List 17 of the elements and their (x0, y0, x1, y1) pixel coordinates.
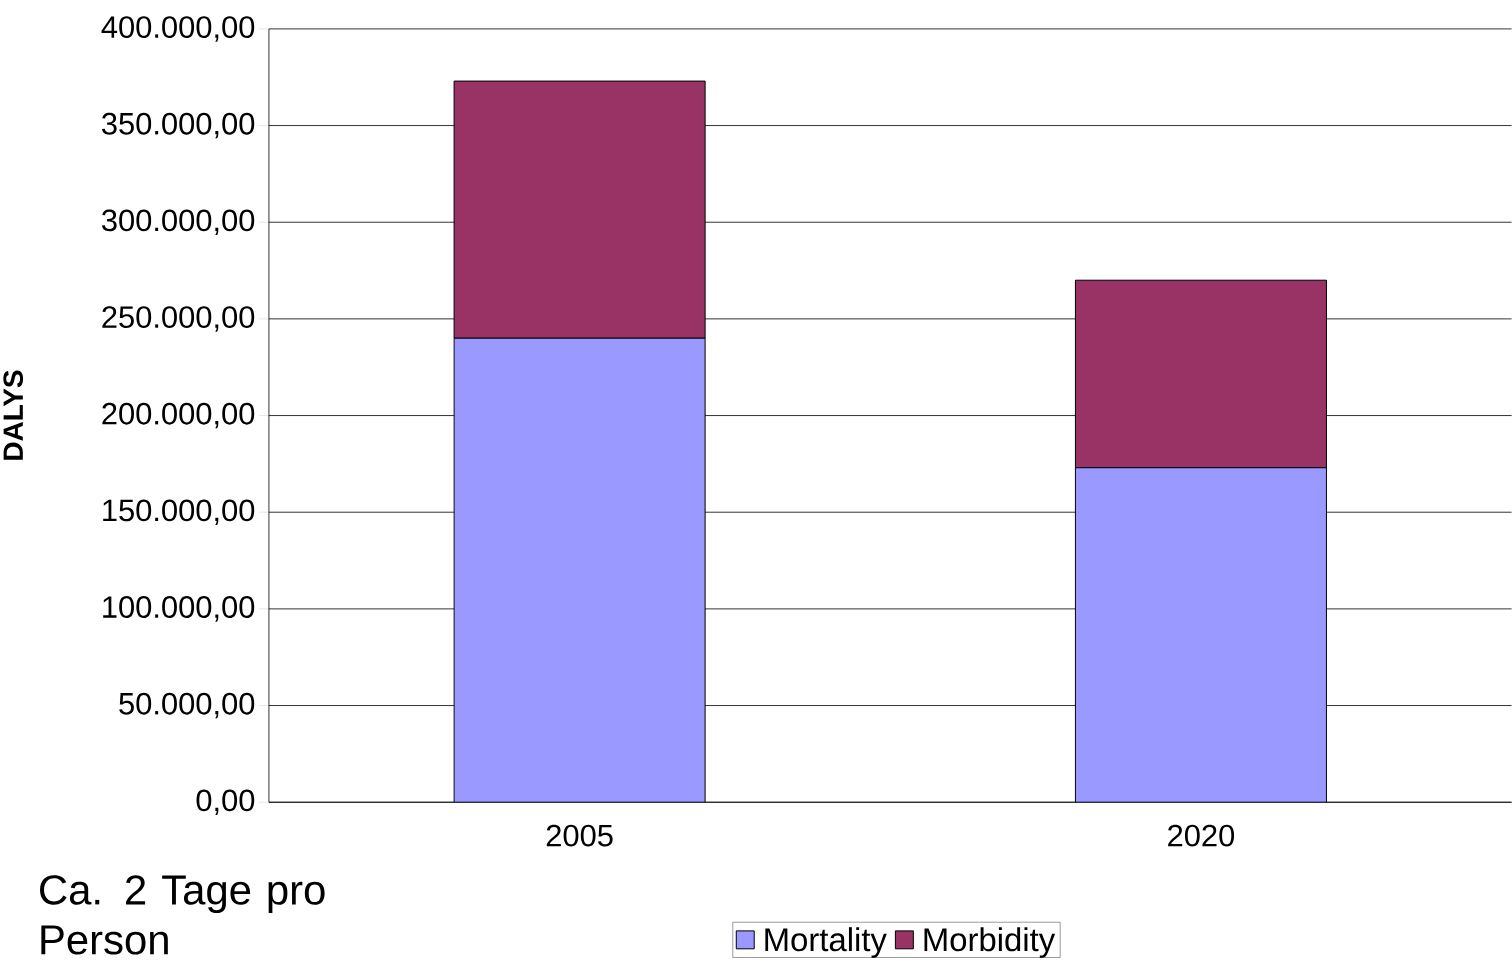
y-tick-label: 0,00 (196, 789, 255, 816)
y-tick-label: 100.000,00 (103, 596, 255, 622)
x-tick-label: 2005 (546, 824, 613, 847)
x-tick-label: 2020 (1168, 824, 1235, 847)
y-tick-label: 150.000,00 (103, 499, 255, 526)
legend-label: Morbidity (924, 927, 1056, 959)
y-tick-label: 300.000,00 (102, 209, 255, 236)
bar (453, 337, 706, 803)
bar (1074, 467, 1327, 803)
y-tick-label: 350.000,00 (102, 112, 255, 139)
y-tick-label: 250.000,00 (102, 306, 255, 332)
legend-label: Mortality (765, 927, 887, 959)
y-axis-title: DALYS (3, 370, 24, 460)
y-tick-label: 400.000,00 (101, 16, 255, 42)
text: Ca. 2 Tage pro Person (40, 875, 325, 955)
y-tick-label: 200.000,00 (102, 402, 255, 429)
y-tick-label: 50.000,00 (119, 692, 255, 719)
